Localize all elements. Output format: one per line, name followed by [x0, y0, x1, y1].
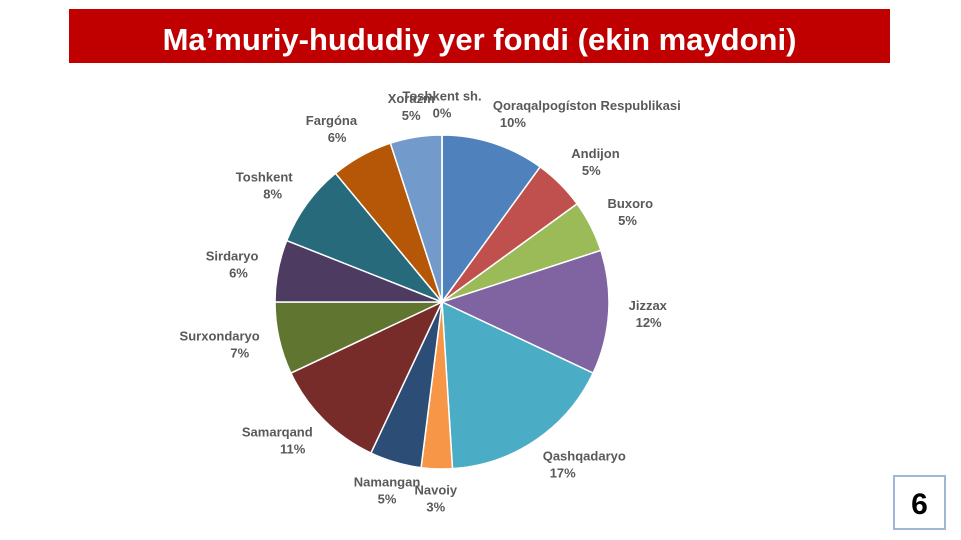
slice-label: Samarqand [242, 425, 313, 440]
value-label: 3% [426, 499, 445, 514]
pie-slice [289, 300, 444, 455]
slide-title: Ma’muriy-hududiy yer fondi (ekin maydoni… [69, 9, 890, 63]
slice-label: Buxoro [608, 196, 654, 211]
pie-slice [441, 300, 595, 470]
slice-label: Sirdaryo [206, 249, 259, 264]
slice-label: Fargóna [306, 113, 358, 128]
value-label: 5% [402, 108, 421, 123]
slice-label: Qashqadaryo [543, 448, 626, 463]
value-label: 5% [378, 492, 397, 507]
slice-label: Andijon [571, 146, 619, 161]
slice-label: Xorazm [388, 91, 435, 106]
slice-label: Toshkent [236, 170, 293, 185]
slice-label: Surxondaryo [180, 328, 260, 343]
value-label: 5% [618, 213, 637, 228]
slice-label: Jizzax [629, 298, 668, 313]
value-label: 6% [328, 130, 347, 145]
pie-slice [441, 134, 542, 305]
value-label: 8% [263, 187, 282, 202]
value-label: 7% [230, 345, 249, 360]
pie-slice [439, 249, 610, 375]
page-number: 6 [893, 475, 946, 530]
value-label: 11% [280, 442, 306, 457]
slice-label: Qoraqalpogíston Respublikasi [493, 98, 681, 113]
value-label: 17% [550, 465, 576, 480]
slice-label: Namangan [354, 475, 421, 490]
value-label: 5% [582, 163, 601, 178]
slice-label: Navoiy [414, 482, 457, 497]
slice-label: Toshkent sh. [402, 88, 481, 103]
value-label: 12% [636, 315, 662, 330]
value-label: 6% [229, 266, 248, 281]
value-label: 0% [433, 105, 452, 120]
value-label: 10% [500, 115, 526, 130]
